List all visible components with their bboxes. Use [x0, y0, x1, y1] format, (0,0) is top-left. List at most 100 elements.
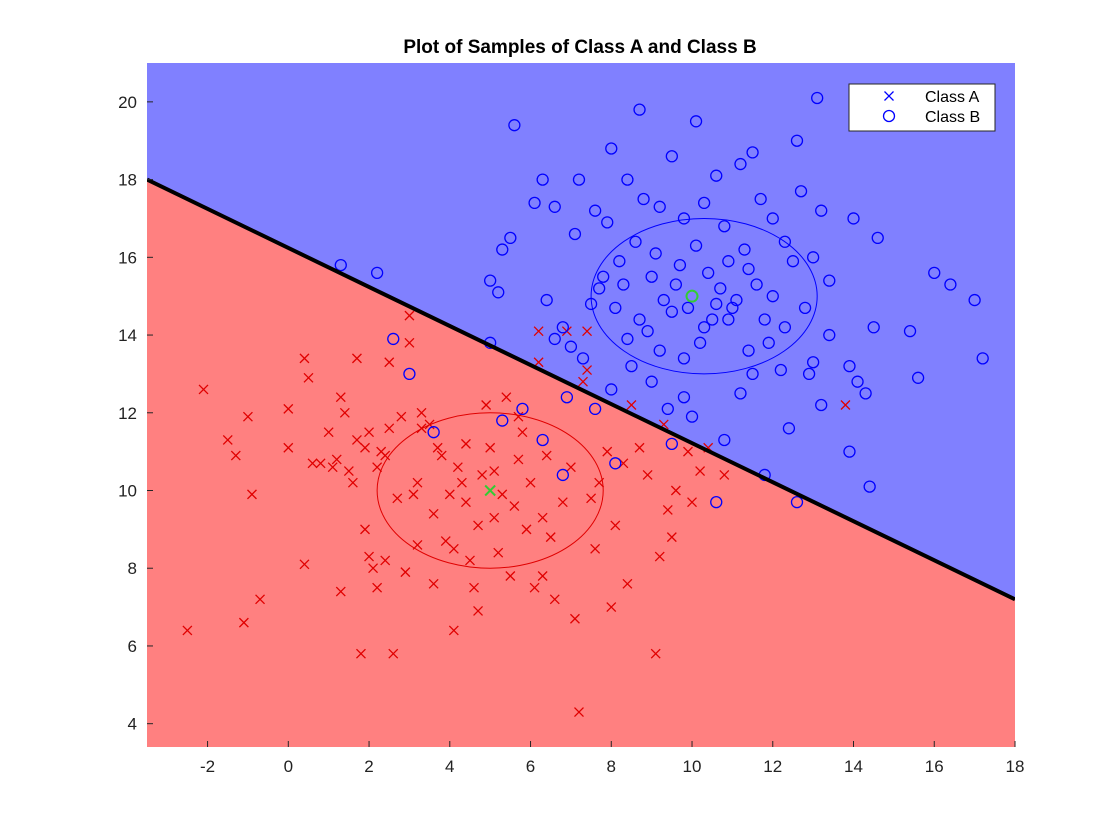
data-point-class-a: [404, 310, 415, 321]
data-point-class-a: [388, 648, 399, 659]
x-marker-stroke: [416, 423, 427, 434]
data-point-class-b: [625, 359, 638, 373]
data-point-class-b: [714, 282, 727, 295]
data-point-class-b: [504, 231, 517, 245]
x-marker-stroke: [670, 485, 681, 496]
x-marker-stroke: [182, 625, 193, 636]
data-point-class-a: [622, 578, 633, 589]
x-marker-stroke: [283, 442, 294, 453]
x-marker-stroke: [299, 353, 310, 364]
data-point-class-a: [529, 582, 540, 593]
x-tick-label: 14: [844, 757, 863, 776]
x-tick-label: 10: [683, 757, 702, 776]
decision-boundary: [147, 177, 1015, 602]
x-marker-stroke: [351, 435, 362, 445]
x-marker-stroke: [537, 512, 548, 523]
data-point-class-b: [649, 247, 662, 260]
x-marker-stroke: [360, 442, 370, 453]
data-point-class-a: [400, 567, 411, 578]
data-point-class-a: [642, 469, 653, 480]
data-point-class-a: [432, 442, 443, 453]
data-point-class-b: [496, 243, 509, 256]
legend-box: [848, 83, 996, 132]
data-point-class-a: [557, 497, 568, 508]
data-point-class-b: [774, 363, 787, 377]
x-marker-stroke: [343, 466, 354, 477]
x-marker-stroke: [594, 477, 605, 488]
x-marker-stroke: [335, 586, 346, 597]
x-marker-stroke: [582, 365, 593, 375]
data-point-class-a: [242, 411, 253, 422]
data-point-class-a: [255, 594, 266, 605]
data-point-class-b: [641, 325, 654, 338]
decision-regions: [147, 63, 1015, 747]
data-point-class-b: [605, 383, 618, 396]
data-point-class-b: [540, 293, 553, 307]
x-marker-stroke: [428, 508, 439, 519]
x-tick-label: 4: [445, 757, 454, 776]
x-marker-stroke: [396, 411, 407, 422]
data-point-class-b: [734, 387, 747, 400]
data-point-class-a: [719, 469, 730, 480]
data-point-class-a: [351, 353, 362, 364]
data-point-class-b: [588, 402, 602, 416]
data-point-class-a: [634, 442, 645, 453]
x-marker-stroke: [549, 594, 560, 605]
data-point-class-a: [493, 547, 504, 558]
x-marker-stroke: [460, 438, 471, 449]
data-point-class-a: [525, 477, 536, 488]
x-marker-stroke: [448, 543, 459, 554]
data-point-class-b: [387, 332, 400, 346]
data-point-class-a: [485, 442, 496, 453]
x-marker-stroke: [412, 477, 423, 488]
legend-marker-class-a: [884, 91, 894, 101]
data-points: [182, 91, 989, 717]
data-point-class-a: [687, 497, 697, 508]
x-marker-stroke: [481, 400, 492, 410]
data-point-class-b: [903, 325, 917, 338]
legend-label: Class B: [925, 109, 980, 126]
data-point-class-b: [689, 115, 703, 128]
x-marker-stroke: [484, 484, 496, 497]
y-tick-label: 12: [118, 404, 137, 423]
data-point-class-b: [790, 496, 804, 509]
x-marker-stroke: [460, 497, 471, 508]
x-marker-stroke: [477, 469, 488, 480]
x-marker-stroke: [400, 567, 411, 578]
data-point-class-a: [626, 400, 637, 410]
mean-marker-class-a: [484, 484, 496, 497]
data-point-class-a: [574, 707, 584, 717]
x-marker-stroke: [331, 454, 342, 465]
data-point-class-b: [677, 391, 691, 404]
x-marker-stroke: [650, 648, 661, 659]
data-point-class-b: [681, 301, 695, 314]
data-point-class-b: [645, 375, 658, 388]
x-marker-stroke: [662, 504, 673, 515]
data-point-class-b: [593, 282, 606, 295]
data-point-class-b: [621, 332, 634, 346]
data-point-class-b: [637, 192, 650, 206]
x-marker-stroke: [489, 466, 500, 477]
data-point-class-b: [758, 313, 771, 326]
x-marker-stroke: [473, 520, 484, 531]
x-tick-label: 16: [925, 757, 944, 776]
data-point-class-a: [654, 551, 665, 562]
data-point-class-b: [928, 266, 941, 280]
x-marker-stroke: [303, 372, 314, 383]
x-marker-stroke: [307, 458, 318, 469]
x-marker-stroke: [626, 400, 637, 410]
data-point-class-b: [706, 313, 719, 326]
data-point-class-b: [734, 157, 747, 171]
data-point-class-a: [428, 578, 439, 589]
x-marker-stroke: [489, 512, 500, 523]
data-point-class-a: [683, 446, 693, 457]
data-point-class-a: [331, 454, 342, 465]
data-point-class-a: [501, 392, 512, 403]
data-point-class-a: [594, 477, 605, 488]
x-marker-stroke: [586, 493, 597, 504]
data-point-class-b: [697, 321, 711, 334]
x-tick-label: 2: [364, 757, 373, 776]
data-point-class-a: [533, 326, 544, 337]
data-point-class-b: [556, 468, 569, 482]
data-point-class-b: [665, 437, 678, 451]
